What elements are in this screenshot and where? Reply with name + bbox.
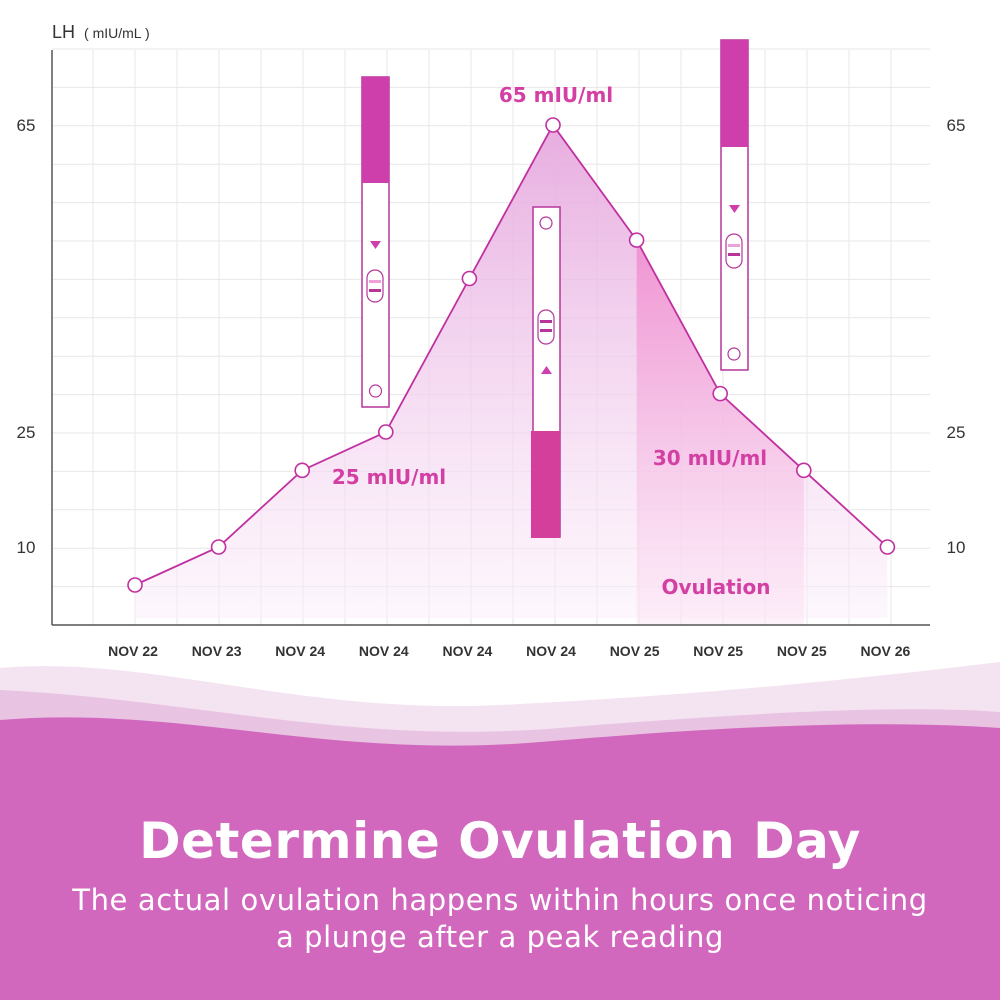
- y-axis-title: LH ( mIU/mL ): [52, 22, 150, 42]
- x-tick-label: NOV 25: [693, 643, 743, 659]
- test-strip-illustration-center: [531, 206, 561, 538]
- ovulation-region: [636, 240, 804, 624]
- y-axis-title-unit: ( mIU/mL ): [84, 25, 150, 41]
- x-tick-labels: NOV 22 NOV 23 NOV 24 NOV 24 NOV 24 NOV 24 NOV …: [108, 643, 910, 659]
- x-tick-label: NOV 22: [108, 643, 158, 659]
- x-tick-label: NOV 24: [359, 643, 409, 659]
- annotation-30-miu: 30 mIU/ml: [653, 446, 767, 470]
- x-tick-label: NOV 25: [777, 643, 827, 659]
- annotation-25-miu: 25 mIU/ml: [332, 465, 446, 489]
- data-point: [628, 232, 645, 248]
- y-tick-label: 10: [17, 538, 36, 557]
- x-tick-label: NOV 24: [442, 643, 492, 659]
- data-point: [127, 577, 143, 593]
- y-tick-label: 10: [947, 538, 966, 557]
- lh-series-line: [134, 123, 889, 586]
- data-point: [879, 539, 896, 555]
- data-point: [377, 424, 394, 440]
- y-axis-title-main: LH: [52, 22, 75, 42]
- x-tick-label: NOV 25: [610, 643, 660, 659]
- y-tick-label: 65: [17, 116, 36, 135]
- data-point: [545, 117, 561, 133]
- y-tick-labels-left: 65 25 10: [17, 116, 36, 557]
- data-point: [712, 385, 729, 402]
- headline: Determine Ovulation Day: [139, 812, 861, 870]
- subtitle-line-1: The actual ovulation happens within hour…: [72, 883, 928, 917]
- lh-data-points: [127, 117, 896, 593]
- data-point: [795, 462, 812, 479]
- ovulation-label: Ovulation: [661, 575, 770, 599]
- data-point: [461, 270, 478, 287]
- x-tick-label: NOV 24: [526, 643, 576, 659]
- data-point: [294, 462, 311, 479]
- test-strip-illustration-right: [720, 39, 749, 371]
- x-tick-label: NOV 23: [192, 643, 242, 659]
- x-tick-label: NOV 24: [275, 643, 325, 659]
- y-tick-label: 65: [947, 116, 966, 135]
- subtitle: The actual ovulation happens within hour…: [0, 882, 1000, 956]
- bottom-banner: [0, 717, 1000, 1000]
- y-tick-label: 25: [17, 423, 36, 442]
- test-strip-illustration-left: [361, 76, 390, 408]
- data-point: [210, 539, 227, 555]
- y-tick-label: 25: [947, 423, 966, 442]
- annotation-65-miu: 65 mIU/ml: [499, 83, 613, 107]
- x-tick-label: NOV 26: [860, 643, 910, 659]
- subtitle-line-2: a plunge after a peak reading: [275, 920, 725, 954]
- y-tick-labels-right: 65 25 10: [947, 116, 966, 557]
